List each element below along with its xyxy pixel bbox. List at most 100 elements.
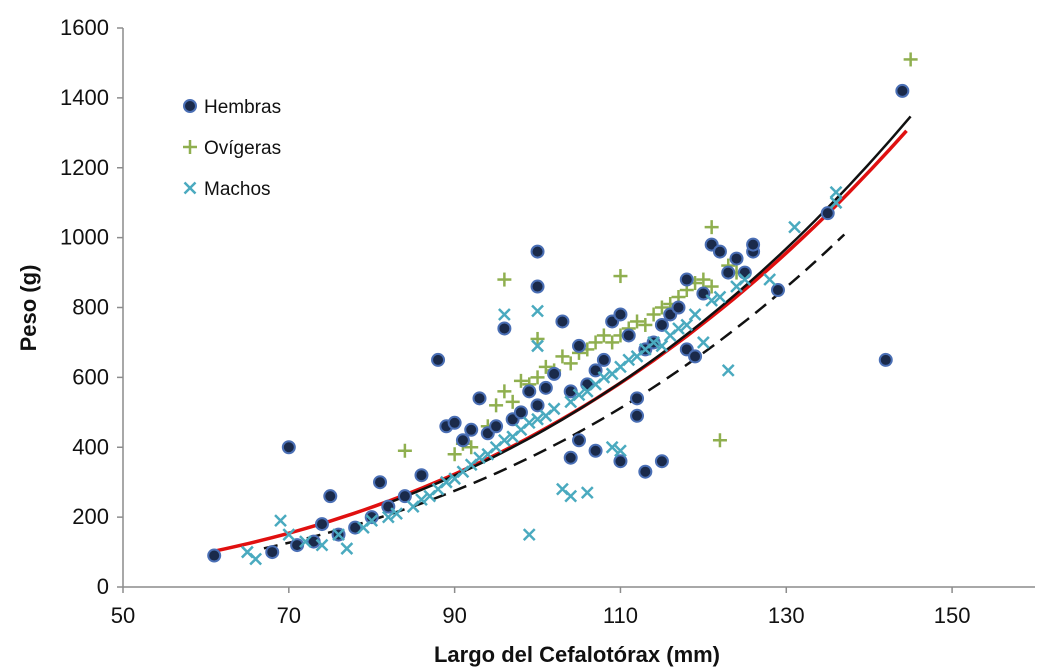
data-point-b — [415, 493, 428, 507]
data-point — [622, 353, 636, 367]
data-point — [770, 283, 785, 298]
data-point — [538, 380, 553, 395]
x-tick-label: 130 — [768, 603, 805, 628]
data-point — [895, 83, 910, 98]
data-point — [597, 370, 611, 384]
data-point — [672, 322, 685, 335]
data-point — [704, 220, 719, 235]
data-point — [614, 444, 627, 458]
data-point — [207, 548, 222, 563]
y-tick-label: 400 — [72, 434, 109, 459]
data-point — [788, 220, 801, 234]
data-point — [249, 552, 263, 566]
data-point-b — [249, 552, 263, 566]
data-point-b — [531, 412, 544, 426]
data-point-b — [721, 364, 735, 377]
data-point — [878, 352, 893, 367]
data-point — [439, 475, 453, 489]
data-point — [497, 433, 511, 447]
data-point — [431, 352, 446, 367]
data-point-b — [299, 535, 312, 548]
data-point-b — [572, 388, 586, 402]
data-point — [555, 349, 570, 364]
data-point — [588, 335, 603, 350]
series-ovígeras — [397, 52, 918, 462]
data-point — [464, 440, 479, 455]
data-point-b — [713, 290, 727, 304]
data-point — [538, 359, 553, 374]
y-tick-label: 0 — [97, 574, 109, 599]
data-point-b — [829, 196, 843, 210]
data-point-b — [688, 308, 702, 321]
data-point-b — [556, 482, 569, 496]
data-point-b — [531, 304, 544, 318]
data-point — [605, 335, 620, 350]
data-point — [696, 336, 710, 349]
data-point — [381, 510, 395, 524]
data-point-b — [365, 514, 379, 528]
data-point — [497, 272, 512, 287]
data-point-b — [763, 273, 777, 286]
data-point — [447, 447, 462, 462]
data-point — [688, 349, 703, 364]
data-point-b — [282, 528, 296, 541]
data-point-b — [605, 440, 619, 454]
data-point — [572, 388, 586, 402]
data-point — [630, 408, 645, 423]
data-point — [712, 244, 727, 259]
data-point — [513, 373, 528, 388]
data-point — [713, 290, 727, 304]
data-point-b — [240, 545, 254, 559]
legend-marker — [183, 99, 197, 113]
data-point — [274, 514, 287, 528]
data-point — [655, 339, 669, 353]
data-point — [654, 454, 669, 469]
legend: Hembras Ovígeras Machos — [183, 97, 281, 200]
data-point — [447, 415, 462, 430]
data-point — [596, 352, 611, 367]
data-point — [340, 542, 354, 555]
data-point — [613, 307, 628, 322]
data-point — [314, 517, 329, 532]
x-axis-title: Largo del Cefalotórax (mm) — [434, 642, 720, 667]
data-point — [282, 528, 296, 541]
data-point-b — [829, 185, 843, 199]
data-point — [613, 269, 628, 284]
data-point — [390, 507, 403, 521]
data-point — [505, 394, 520, 409]
data-point — [680, 318, 694, 332]
data-point-b — [680, 318, 694, 332]
y-tick-label: 1200 — [60, 155, 109, 180]
data-point-b — [340, 542, 354, 555]
data-point — [348, 520, 363, 535]
data-point — [513, 405, 528, 420]
x-tick-label: 70 — [277, 603, 301, 628]
data-point — [489, 419, 504, 434]
data-point — [721, 364, 735, 377]
data-point — [596, 328, 611, 343]
data-point-b — [390, 507, 403, 521]
data-point — [281, 440, 296, 455]
data-point — [738, 273, 752, 286]
data-point — [323, 489, 338, 504]
y-axis-title: Peso (g) — [16, 265, 41, 352]
data-point-b — [597, 370, 611, 384]
data-point-b — [497, 308, 511, 321]
y-tick-label: 600 — [72, 364, 109, 389]
data-point — [497, 384, 512, 399]
data-point-b — [473, 451, 486, 465]
data-point — [547, 402, 561, 416]
legend-label: Machos — [204, 179, 271, 200]
data-point — [563, 450, 578, 465]
data-point — [415, 493, 428, 507]
data-point — [530, 244, 545, 259]
data-point — [299, 535, 312, 548]
series-machos — [240, 185, 843, 566]
data-point-b — [672, 322, 685, 335]
data-point — [473, 451, 486, 465]
data-point — [414, 468, 429, 483]
data-point — [671, 300, 686, 315]
data-point — [613, 454, 628, 469]
data-point — [588, 443, 603, 458]
data-point — [688, 308, 702, 321]
